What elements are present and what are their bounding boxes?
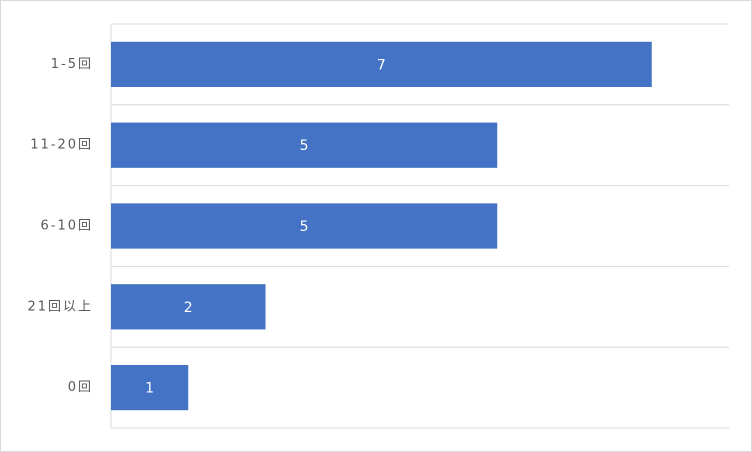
y-tick-label: 0回	[68, 380, 93, 395]
data-label: 5	[300, 138, 309, 154]
data-label: 5	[300, 219, 309, 235]
y-tick-label: 1-5回	[51, 57, 93, 72]
bar	[111, 203, 498, 249]
y-tick-label: 21回以上	[27, 299, 93, 314]
data-label: 7	[377, 57, 386, 73]
bar	[111, 122, 498, 168]
bar	[111, 284, 266, 330]
data-label: 2	[184, 300, 193, 316]
data-label: 1	[145, 381, 154, 397]
bar	[111, 364, 189, 411]
y-tick-label: 11-20回	[30, 138, 93, 153]
bar	[111, 41, 652, 88]
y-tick-label: 6-10回	[40, 219, 93, 234]
